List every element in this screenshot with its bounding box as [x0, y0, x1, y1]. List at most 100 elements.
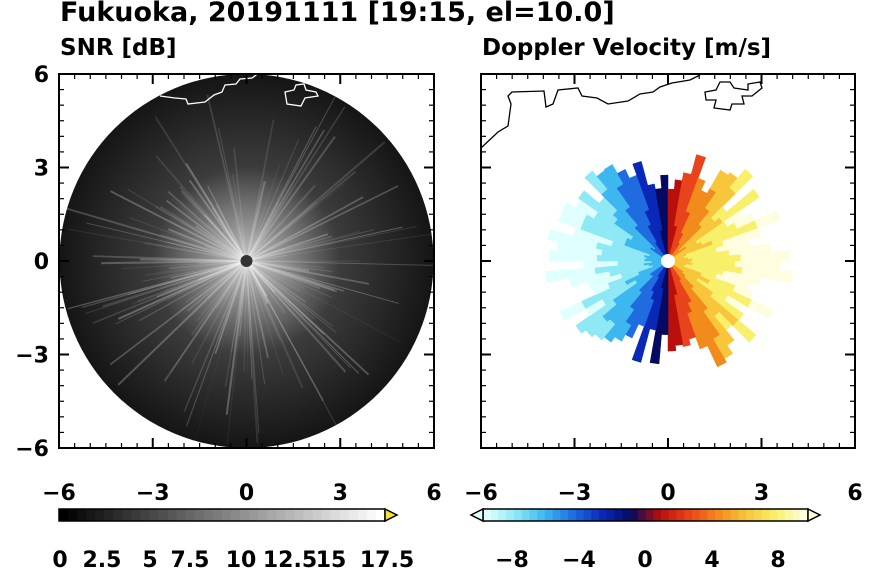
snr-streak [207, 260, 247, 298]
snr-streak [167, 190, 248, 262]
velocity-island-outline [704, 81, 763, 111]
velocity-colorbar-segment [544, 509, 554, 521]
snr-streak [246, 260, 266, 385]
snr-streak [231, 173, 248, 262]
velocity-colorbar-segment [490, 509, 499, 521]
snr-colorbar-segment [339, 509, 350, 521]
snr-colorbar-segment [348, 509, 359, 521]
snr-x-tick-label: 3 [333, 481, 348, 506]
snr-streak [245, 260, 269, 358]
snr-streak [180, 260, 247, 312]
snr-streak [226, 260, 248, 444]
velocity-colorbar-segment [521, 509, 530, 521]
snr-streak [246, 233, 433, 262]
snr-x-tick-label: 0 [239, 481, 254, 506]
snr-colorbar-extend-max [384, 507, 399, 523]
snr-streak [205, 245, 247, 262]
snr-streak [137, 260, 247, 303]
snr-colorbar-segment [267, 509, 277, 521]
snr-streak [245, 260, 269, 304]
snr-streak [168, 228, 247, 262]
snr-streak [154, 116, 248, 262]
snr-streak [102, 259, 247, 308]
velocity-colorbar-segment [637, 509, 646, 521]
snr-streak [217, 127, 248, 262]
snr-streak [207, 185, 247, 262]
velocity-cell [691, 177, 706, 198]
velocity-colorbar-segment [691, 509, 701, 521]
velocity-cell [561, 202, 588, 222]
snr-colorbar-segment [203, 509, 214, 521]
snr-colorbar-tick-label: 15 [316, 548, 347, 570]
velocity-cell [647, 183, 658, 201]
snr-streak [211, 207, 247, 262]
snr-streak [246, 260, 399, 342]
velocity-cell [660, 174, 669, 193]
snr-streak [245, 129, 325, 262]
snr-streak [246, 260, 306, 303]
snr-streak [205, 223, 247, 262]
snr-streak [246, 202, 263, 262]
snr-streak [179, 186, 247, 262]
snr-colorbar: 0 2.5 5 7.5 10 12.515 17.5 [52, 507, 414, 570]
snr-streak [145, 260, 247, 276]
snr-colorbar-segment [140, 509, 151, 521]
snr-streak [217, 217, 247, 262]
snr-streak [246, 260, 260, 434]
velocity-cell [736, 188, 760, 211]
velocity-cell [729, 168, 754, 194]
snr-streak [85, 260, 247, 314]
velocity-cell [739, 227, 762, 242]
velocity-colorbar-segment [676, 509, 685, 521]
snr-colorbar-segment [357, 509, 368, 521]
snr-streak [246, 260, 333, 272]
snr-colorbar-segment [167, 509, 178, 521]
snr-streak [245, 171, 356, 262]
velocity-x-tick-label: 6 [847, 481, 862, 506]
velocity-colorbar-segment [606, 509, 616, 521]
velocity-colorbar-segment [777, 509, 786, 521]
velocity-colorbar-segment [513, 509, 523, 521]
velocity-colorbar-segment [529, 509, 538, 521]
snr-streak [246, 226, 403, 262]
snr-streak [196, 260, 247, 321]
snr-streak [185, 260, 247, 303]
velocity-cell [578, 190, 602, 212]
velocity-cell [667, 332, 677, 352]
snr-streak [225, 260, 248, 415]
snr-streak [224, 260, 248, 388]
snr-streak [246, 230, 361, 262]
snr-streak [239, 260, 247, 337]
snr-streak [246, 260, 370, 285]
snr-streak [129, 217, 247, 262]
snr-colorbar-segment [176, 509, 187, 521]
snr-streak [245, 119, 275, 262]
snr-streak [101, 259, 247, 265]
snr-colorbar-tick-label: 17.5 [360, 548, 414, 570]
snr-streak [246, 260, 296, 317]
snr-streak [246, 260, 434, 266]
snr-streak [67, 260, 247, 310]
snr-colorbar-tick-label: 7.5 [171, 548, 210, 570]
velocity-cell [764, 250, 791, 262]
snr-colorbar-segment [77, 509, 87, 521]
radar-site-marker [240, 255, 253, 267]
snr-colorbar-segment [285, 509, 295, 521]
snr-streak [245, 202, 280, 262]
snr-streak [109, 260, 248, 366]
snr-colorbar-segment [222, 509, 232, 521]
velocity-cell [603, 164, 624, 189]
snr-colorbar-tick-label: 2.5 [83, 548, 122, 570]
snr-streak [92, 255, 247, 262]
snr-streak [230, 260, 247, 353]
snr-streak [156, 260, 247, 298]
velocity-colorbar-segment [537, 509, 546, 521]
snr-streak [222, 226, 247, 262]
velocity-cell [766, 269, 793, 284]
snr-y-tick-label: −6 [15, 437, 49, 462]
snr-streak [214, 260, 248, 355]
velocity-cell [547, 229, 574, 245]
snr-streak [185, 162, 248, 262]
snr-streak [117, 260, 248, 386]
